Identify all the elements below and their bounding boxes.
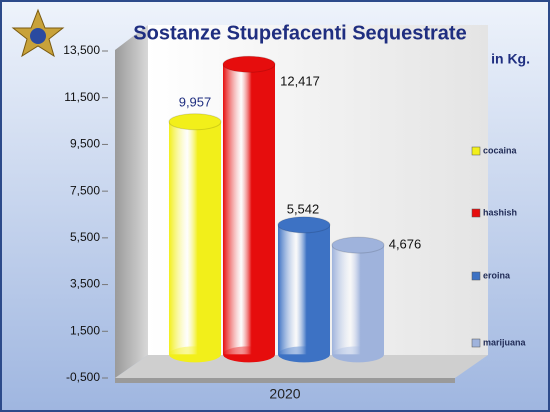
bar-top — [222, 55, 276, 73]
y-tick-label: 13,500 — [63, 43, 100, 57]
bar — [223, 64, 275, 355]
legend-swatch — [471, 338, 481, 348]
legend-swatch — [471, 208, 481, 218]
y-tick-label: -0,500 — [66, 370, 100, 384]
y-tick-label: 1,500 — [70, 323, 100, 337]
legend-swatch — [471, 271, 481, 281]
bar-top — [331, 236, 385, 254]
legend-swatch — [471, 146, 481, 156]
logo — [11, 8, 65, 58]
chart-title: Sostanze Stupefacenti Sequestrate — [133, 22, 466, 44]
y-tick-label: 9,500 — [70, 137, 100, 151]
value-label: 5,542 — [287, 201, 320, 216]
bar — [169, 121, 221, 355]
side-wall — [115, 25, 148, 378]
bar-top — [168, 113, 222, 131]
x-tick-label: 2020 — [269, 386, 300, 402]
legend-label: eroina — [483, 270, 511, 280]
bar-top — [277, 216, 331, 234]
value-label: 4,676 — [389, 236, 422, 251]
y-tick-label: 11,500 — [64, 90, 100, 104]
floor-edge — [115, 378, 455, 383]
bar — [278, 224, 330, 355]
legend-label: cocaina — [483, 145, 518, 155]
bar — [332, 245, 384, 355]
value-label: 12,417 — [280, 73, 320, 88]
legend-label: marijuana — [483, 337, 527, 347]
y-tick-label: 7,500 — [70, 183, 100, 197]
y-tick-label: 5,500 — [70, 230, 100, 244]
chart-subtitle: in Kg. — [491, 51, 530, 67]
value-label: 9,957 — [179, 94, 212, 109]
y-tick-label: 3,500 — [70, 277, 100, 291]
legend-label: hashish — [483, 207, 517, 217]
